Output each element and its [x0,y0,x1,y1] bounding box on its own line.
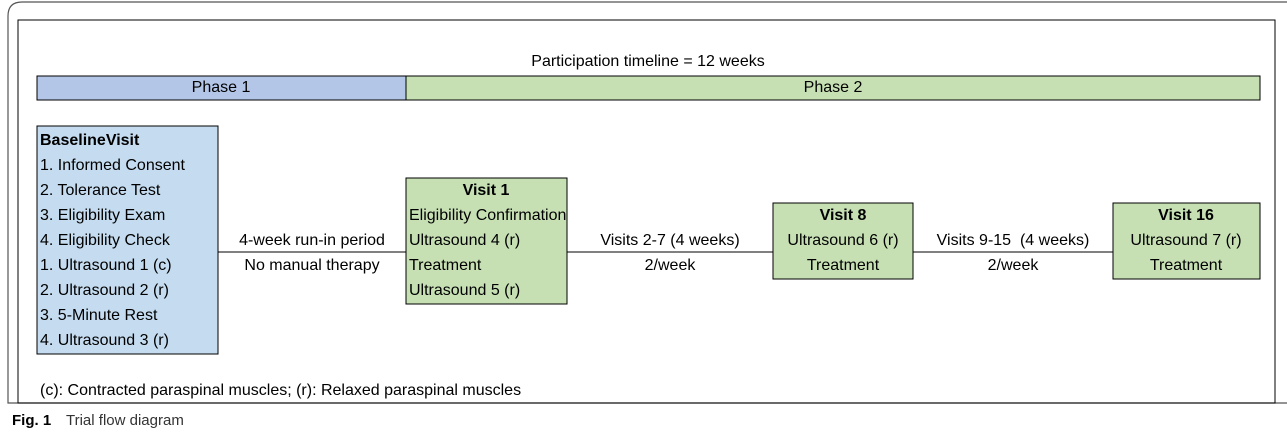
node-line: 1. Informed Consent [40,157,186,174]
phase-bar [405,75,1261,101]
edge-label: 4-week run-in period [239,232,385,249]
node-line: Eligibility Confirmation [409,207,566,224]
node-line: Treatment [807,257,880,274]
node-line: 2. Tolerance Test [40,182,161,199]
node-title: Visit 1 [463,182,510,199]
node-line: Ultrasound 4 (r) [409,232,520,249]
node-line: Ultrasound 6 (r) [787,232,898,249]
node-line: 3. Eligibility Exam [40,207,165,224]
phase-label: Phase 2 [804,79,863,96]
phase-label: Phase 1 [192,79,251,96]
node-box [772,202,914,280]
node-title: Visit 16 [1158,207,1214,224]
node-line: Ultrasound 7 (r) [1130,232,1241,249]
footnote: (c): Contracted paraspinal muscles; (r):… [40,382,521,399]
node-title: Visit 8 [820,207,867,224]
node-line: Ultrasound 5 (r) [409,282,520,299]
node-line: Treatment [1150,257,1223,274]
frame [7,1,1287,404]
caption-text: Trial flow diagram [66,412,184,429]
node-line: 4. Ultrasound 3 (r) [40,332,169,349]
node-line: 2. Ultrasound 2 (r) [40,282,169,299]
caption-label: Fig. 1 [12,412,51,429]
edge-label: Visits 2-7 (4 weeks) [600,232,739,249]
phase-bar [36,75,407,101]
edge-sublabel: No manual therapy [244,257,379,274]
node-box [405,177,568,305]
edge-label: Visits 9-15 (4 weeks) [937,232,1090,249]
node-title: BaselineVisit [40,132,140,149]
inner-frame [17,19,1276,404]
node-box [36,125,219,355]
node-line: Treatment [409,257,482,274]
node-line: 4. Eligibility Check [40,232,171,249]
timeline-title: Participation timeline = 12 weeks [531,53,764,70]
node-box [1112,202,1261,280]
edge-sublabel: 2/week [988,257,1040,274]
node-line: 1. Ultrasound 1 (c) [40,257,172,274]
node-line: 3. 5-Minute Rest [40,307,158,324]
edge-sublabel: 2/week [645,257,697,274]
